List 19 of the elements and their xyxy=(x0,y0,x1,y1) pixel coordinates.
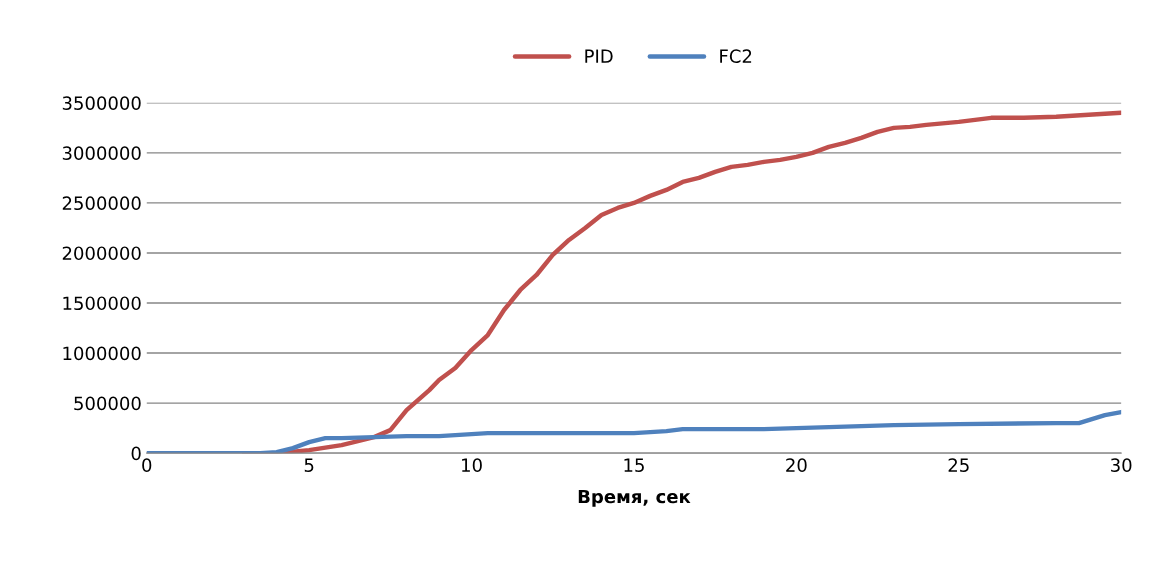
x-tick-label: 0 xyxy=(142,458,152,472)
line-series xyxy=(146,409,1122,454)
y-tick-label: 2500000 xyxy=(62,196,141,211)
y-tick-label: 2000000 xyxy=(62,246,141,261)
x-tick-label: 10 xyxy=(462,458,482,472)
y-tick-label: 3500000 xyxy=(62,96,141,110)
legend-label: PID xyxy=(585,49,613,63)
y-tick-label: 0 xyxy=(131,446,141,461)
y-tick-label: 500000 xyxy=(74,396,141,411)
x-axis-title: Время, сек xyxy=(578,489,691,507)
legend-label: FC2 xyxy=(720,49,752,63)
y-tick-label: 3000000 xyxy=(62,146,141,160)
x-tick-label: 25 xyxy=(948,458,969,472)
x-tick-label: 5 xyxy=(304,458,314,472)
x-tick-label: 30 xyxy=(1111,458,1132,472)
y-tick-label: 1500000 xyxy=(63,296,141,311)
x-tick-label: 20 xyxy=(786,458,807,472)
y-tick-label: 1000000 xyxy=(63,346,141,361)
x-tick-label: 15 xyxy=(624,458,644,472)
